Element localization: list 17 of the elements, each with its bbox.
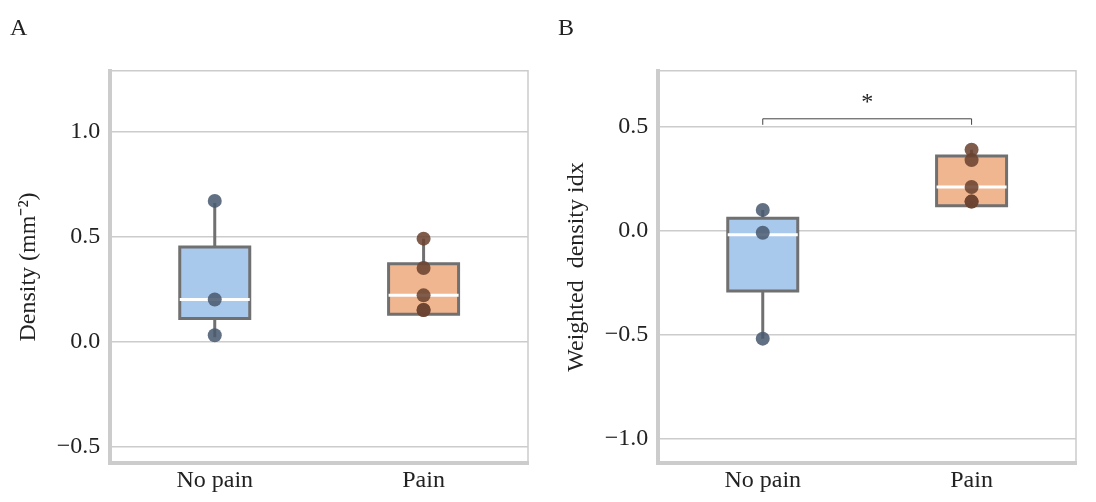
x-tick-label: Pain	[950, 465, 993, 492]
annotation: *	[861, 88, 874, 115]
chart-title: A	[10, 13, 28, 40]
y-tick-label: 0.0	[70, 326, 101, 353]
y-axis-title: Density (mm⁻²)	[13, 192, 40, 342]
y-tick-label: 0.5	[70, 221, 101, 248]
y-tick-label: 0.5	[618, 112, 649, 139]
y-axis-title: Weighted density idx	[561, 162, 588, 372]
y-tick-label: 1.0	[70, 116, 101, 143]
y-tick-label: 0.0	[618, 215, 649, 242]
y-tick-label: −1.0	[604, 423, 649, 450]
x-tick-label: No pain	[724, 465, 802, 492]
chart-title: B	[558, 13, 575, 40]
x-tick-label: Pain	[402, 465, 445, 492]
y-tick-label: −0.5	[56, 431, 101, 458]
x-tick-label: No pain	[176, 465, 254, 492]
y-tick-label: −0.5	[604, 319, 649, 346]
